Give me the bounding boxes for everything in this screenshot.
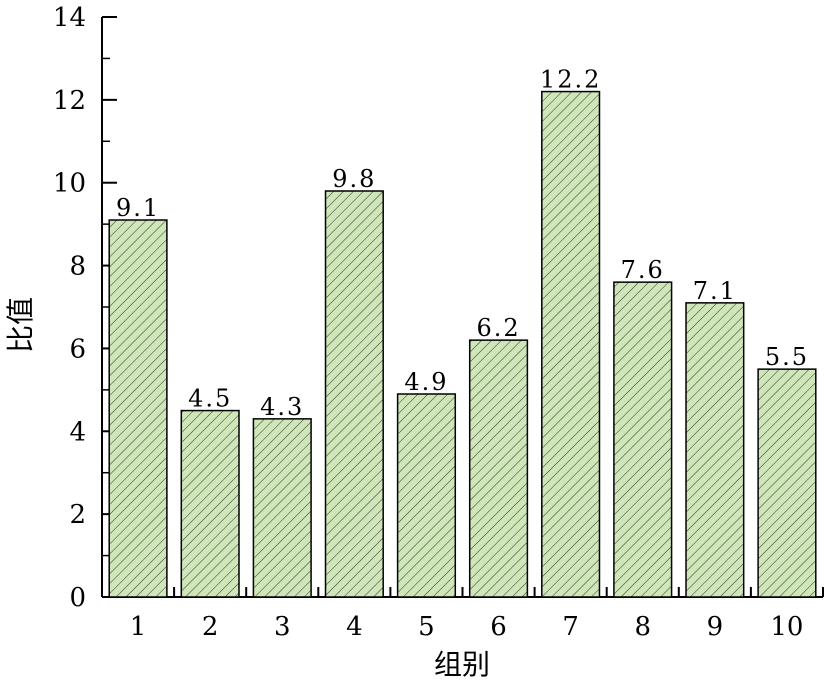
y-tick-label: 6 [69, 334, 86, 364]
data-label: 4.3 [260, 393, 304, 421]
x-tick-label: 4 [346, 612, 363, 642]
bar [613, 281, 673, 598]
labels: 1 9.1 2 4.5 3 4.3 4 9.8 5 4.9 6 6.2 7 12.2 8 7.6 9 7.1 10 5… [116, 66, 809, 642]
x-axis-label: 组别 [434, 648, 490, 681]
data-label: 6.2 [476, 314, 520, 342]
y-tick-label: 10 [53, 169, 86, 199]
x-tick-label: 7 [562, 612, 579, 642]
data-label: 4.9 [404, 368, 448, 396]
data-label: 7.1 [693, 277, 737, 305]
y-tick-label: 14 [53, 3, 86, 33]
data-label: 9.8 [332, 165, 376, 193]
y-tick-label: 2 [69, 500, 86, 530]
x-tick-label: 6 [490, 612, 507, 642]
x-tick-label: 3 [274, 612, 291, 642]
y-tick-label: 4 [69, 417, 86, 447]
bar [468, 339, 529, 598]
x-tick-label: 5 [418, 612, 435, 642]
data-label: 9.1 [116, 194, 160, 222]
x-tick-label: 9 [707, 612, 724, 642]
bar [757, 368, 817, 598]
y-tick-label: 8 [69, 252, 86, 282]
y-tick-label: 0 [69, 583, 86, 613]
data-label: 4.5 [188, 385, 232, 413]
data-label: 7.6 [621, 256, 665, 284]
bar [324, 190, 384, 598]
x-tick-label: 8 [634, 612, 651, 642]
data-label: 5.5 [765, 343, 809, 371]
bars [108, 90, 817, 598]
bar [396, 393, 457, 598]
bar [180, 409, 240, 598]
bar [252, 418, 312, 598]
bar [685, 302, 745, 598]
x-tick-label: 2 [202, 612, 219, 642]
bar [541, 90, 601, 598]
bar [108, 219, 168, 598]
data-label: 12.2 [540, 66, 601, 94]
x-tick-label: 1 [130, 612, 147, 642]
x-tick-label: 10 [770, 612, 803, 642]
y-axis-label: 比值 [4, 297, 37, 353]
y-tick-label: 12 [53, 86, 86, 116]
